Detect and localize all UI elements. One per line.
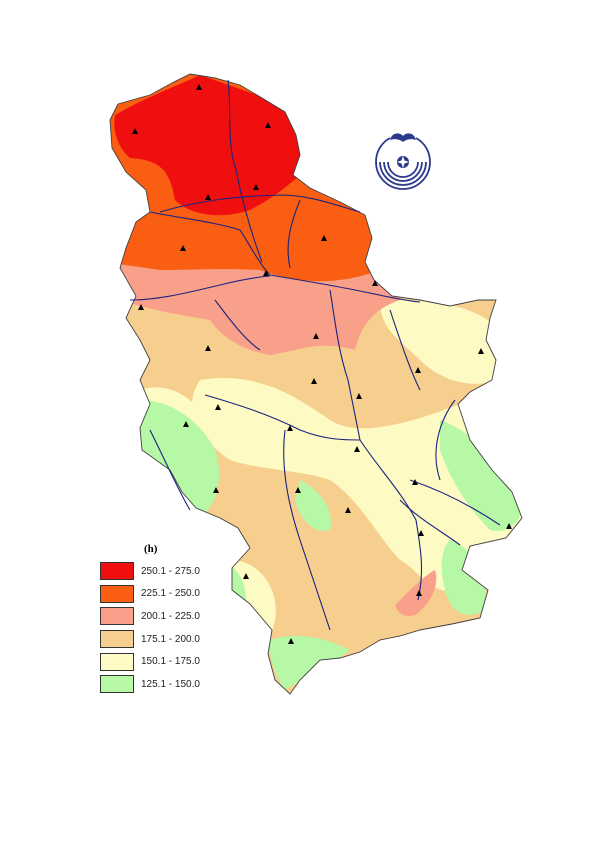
station-triangle-icon <box>354 446 360 452</box>
station-triangle-icon <box>205 194 211 200</box>
zone-125-150 <box>441 540 486 615</box>
zone-125-150 <box>135 400 220 515</box>
station-triangle-icon <box>506 523 512 529</box>
legend-item: 150.1 - 175.0 <box>100 650 240 673</box>
legend-label: 125.1 - 150.0 <box>141 678 200 690</box>
river-danube <box>269 274 421 303</box>
river-nisava <box>409 479 501 526</box>
zone-250-275 <box>114 75 305 216</box>
institution-logo-icon <box>375 133 431 190</box>
zone-125-150 <box>295 480 331 531</box>
station-triangle-icon <box>356 393 362 399</box>
legend-label: 175.1 - 200.0 <box>141 633 200 645</box>
legend-label: 225.1 - 250.0 <box>141 588 200 600</box>
station-triangle-icon <box>311 378 317 384</box>
legend-title: (h) <box>144 543 158 555</box>
station-triangle-icon <box>138 304 144 310</box>
zone-125-150 <box>269 635 350 690</box>
river-sava <box>129 275 271 301</box>
river-small-1 <box>214 299 261 351</box>
river-timok <box>435 399 456 481</box>
river-small-2 <box>389 309 421 391</box>
legend-swatch <box>100 652 134 671</box>
legend-label: 250.1 - 275.0 <box>141 565 200 577</box>
station-triangle-icon <box>295 487 301 493</box>
river-ibar <box>283 429 331 631</box>
river-drina <box>149 429 191 511</box>
zone-150-175 <box>380 300 500 384</box>
stations <box>132 84 512 644</box>
river-velika-morava <box>329 289 361 441</box>
river-morava-south <box>359 439 423 601</box>
rivers <box>129 79 501 631</box>
legend-item: 175.1 - 200.0 <box>100 628 240 651</box>
legend-item: 250.1 - 275.0 <box>100 560 240 583</box>
station-triangle-icon <box>372 280 378 286</box>
station-triangle-icon <box>416 590 422 596</box>
station-triangle-icon <box>288 638 294 644</box>
legend-label: 150.1 - 175.0 <box>141 656 200 668</box>
river-tisa <box>227 79 263 263</box>
station-triangle-icon <box>253 184 259 190</box>
station-triangle-icon <box>415 367 421 373</box>
legend-item: 225.1 - 250.0 <box>100 583 240 606</box>
station-triangle-icon <box>478 348 484 354</box>
station-triangle-icon <box>321 235 327 241</box>
station-triangle-icon <box>412 479 418 485</box>
river-tamis <box>287 199 301 269</box>
zone-125-150 <box>440 420 521 531</box>
station-triangle-icon <box>265 122 271 128</box>
station-triangle-icon <box>243 573 249 579</box>
legend-swatch <box>100 675 134 694</box>
legend-label: 200.1 - 225.0 <box>141 610 200 622</box>
river-west-morava <box>204 394 361 441</box>
river-south-east <box>399 499 461 546</box>
legend-item: 200.1 - 225.0 <box>100 605 240 628</box>
station-triangle-icon <box>287 425 293 431</box>
legend-swatch <box>100 630 134 649</box>
station-triangle-icon <box>196 84 202 90</box>
legend-swatch <box>100 584 134 603</box>
zone-200-225 <box>395 570 437 616</box>
station-triangle-icon <box>418 530 424 536</box>
station-triangle-icon <box>345 507 351 513</box>
river-danube-north <box>149 211 271 276</box>
zone-225-250 <box>110 74 522 282</box>
legend-item: 125.1 - 150.0 <box>100 673 240 696</box>
legend-swatch <box>100 562 134 581</box>
station-triangle-icon <box>263 270 269 276</box>
station-triangle-icon <box>132 128 138 134</box>
station-triangle-icon <box>313 333 319 339</box>
country-border <box>109 73 523 695</box>
station-triangle-icon <box>213 487 219 493</box>
legend-rows: 250.1 - 275.0 225.1 - 250.0 200.1 - 225.0 1… <box>100 560 240 696</box>
legend: (h) 250.1 - 275.0 225.1 - 250.0 200.1 - 22… <box>100 543 240 696</box>
river-canal <box>159 194 361 213</box>
legend-swatch <box>100 607 134 626</box>
station-triangle-icon <box>180 245 186 251</box>
station-triangle-icon <box>183 421 189 427</box>
station-triangle-icon <box>205 345 211 351</box>
station-triangle-icon <box>215 404 221 410</box>
